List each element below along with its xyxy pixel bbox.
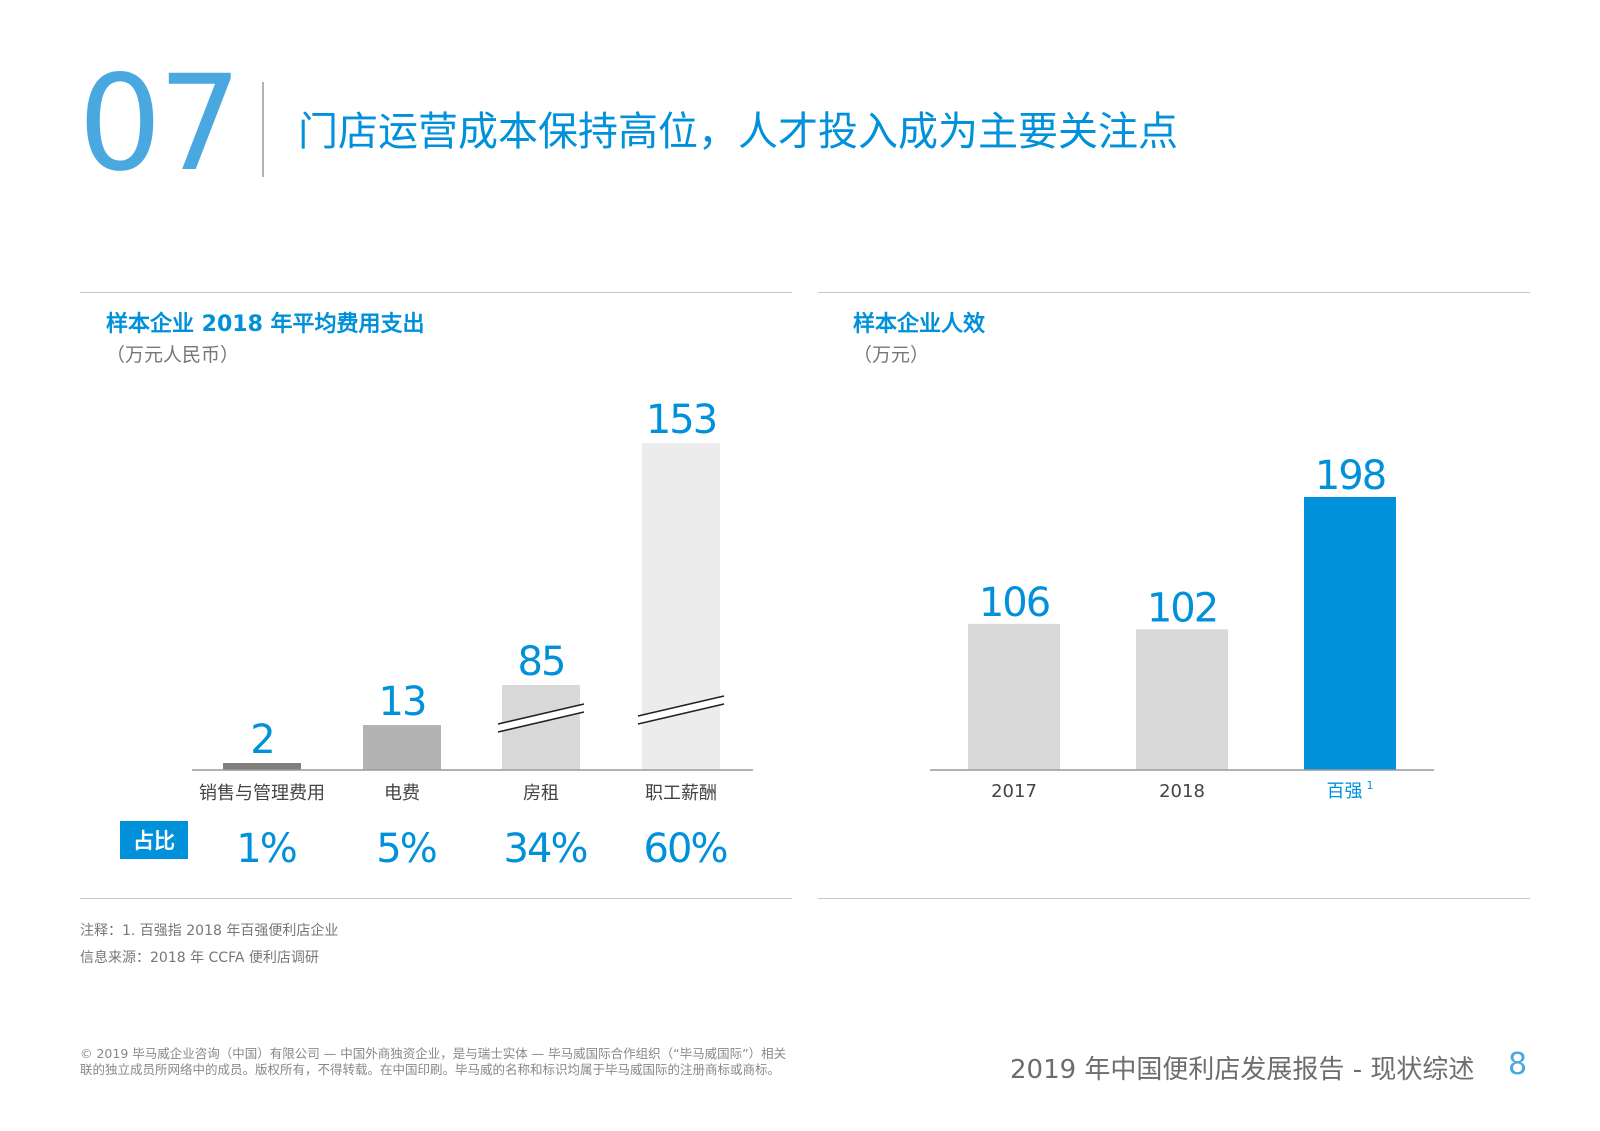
copyright: © 2019 毕马威企业咨询（中国）有限公司 — 中国外商独资企业，是与瑞士实体… [80,1046,880,1078]
right-panel-top-rule [818,292,1530,293]
efficiency-bar [968,623,1060,770]
efficiency-chart-unit: （万元） [853,344,930,366]
cost-category-label: 房租 [523,783,559,804]
cost-chart: 占比 2 销售与管理费用 1% 13 电费 5% 85 房租 34% 153 职工薪酬 60% [120,397,753,872]
axis-break-line [497,711,585,733]
efficiency-chart: 106 2017 102 2018 198 百强 1 [930,453,1434,802]
cost-share-label: 34% [504,826,587,872]
axis-break-line [637,703,725,725]
left-panel-bottom-rule [80,898,792,899]
efficiency-value-label: 106 [979,580,1049,626]
cost-share-label: 60% [644,826,727,872]
note-text: 注释：1. 百强指 2018 年百强便利店企业 [80,923,339,939]
axis-break-gap [498,704,584,732]
left-panel-top-rule [80,292,792,293]
right-panel-bottom-rule [818,898,1530,899]
source-text: 信息来源：2018 年 CCFA 便利店调研 [80,950,319,966]
efficiency-bar [1304,497,1396,770]
cost-category-label: 职工薪酬 [645,783,717,804]
efficiency-bar [1136,629,1228,770]
share-label: 占比 [133,829,175,853]
copyright-line-1: © 2019 毕马威企业咨询（中国）有限公司 — 中国外商独资企业，是与瑞士实体… [80,1046,787,1061]
report-title: 2019 年中国便利店发展报告 - 现状综述 [1010,1055,1475,1085]
copyright-line-2: 联的独立成员所网络中的成员。版权所有，不得转载。在中国印刷。毕马威的名称和标识均… [80,1062,781,1077]
cost-value-label: 153 [646,397,716,443]
efficiency-category-label: 2017 [991,781,1037,802]
header-divider [262,82,264,177]
page-number: 8 [1508,1047,1528,1082]
efficiency-value-label: 198 [1315,453,1385,499]
efficiency-chart-title: 样本企业人效 [853,312,986,337]
axis-break-line [637,695,725,717]
efficiency-category-label: 2018 [1159,781,1205,802]
axis-break-line [497,703,585,725]
cost-share-label: 5% [376,826,435,872]
cost-category-label: 电费 [384,783,420,804]
cost-bar [223,763,301,770]
cost-value-label: 2 [250,717,273,763]
cost-value-label: 85 [518,639,565,685]
share-badge [120,821,188,859]
cost-category-label: 销售与管理费用 [199,783,325,804]
cost-share-label: 1% [236,826,295,872]
axis-break-gap [638,696,724,724]
cost-chart-unit: （万元人民币） [106,344,240,366]
cost-bar [363,725,441,770]
page-title: 门店运营成本保持高位，人才投入成为主要关注点 [298,109,1178,155]
efficiency-category-label: 百强 1 [1327,779,1374,802]
cost-value-label: 13 [379,679,426,725]
cost-chart-title: 样本企业 2018 年平均费用支出 [106,312,425,337]
section-number: 07 [78,47,242,201]
efficiency-category-superscript: 1 [1367,779,1374,792]
efficiency-value-label: 102 [1147,585,1217,631]
